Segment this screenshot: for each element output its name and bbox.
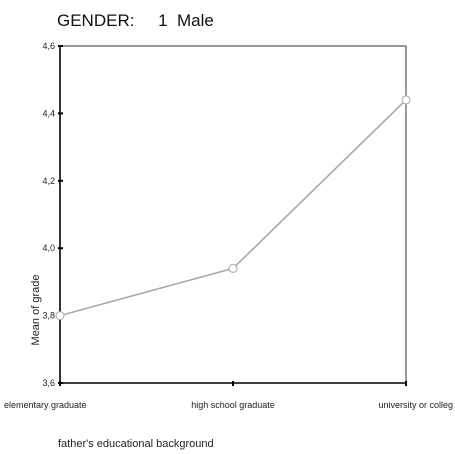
y-tick-label: 4,4 <box>42 108 55 118</box>
y-tick-label: 4,2 <box>42 176 55 186</box>
x-tick-label: high school graduate <box>191 400 275 410</box>
data-point <box>401 95 411 105</box>
data-point <box>228 263 238 273</box>
y-tick-label: 3,8 <box>42 311 55 321</box>
y-tick-label: 4,0 <box>42 243 55 253</box>
y-axis-label: Mean of grade <box>30 275 42 346</box>
x-axis-label: father's educational background <box>58 438 214 450</box>
data-point <box>55 311 65 321</box>
plot-frame <box>59 45 407 384</box>
chart-title: GENDER: 1 Male <box>57 11 214 30</box>
series-layer <box>55 95 411 321</box>
x-axis-ticks: elementary graduate high school graduate u… <box>4 381 453 410</box>
y-tick-label: 3,6 <box>42 378 55 388</box>
x-tick-label: elementary graduate <box>4 400 87 410</box>
y-tick-label: 4,6 <box>42 41 55 51</box>
x-tick-label: university or colleg <box>378 400 453 410</box>
y-axis-ticks: 3,6 3,8 4,0 4,2 4,4 4,6 <box>42 41 63 388</box>
series-line <box>59 99 407 317</box>
